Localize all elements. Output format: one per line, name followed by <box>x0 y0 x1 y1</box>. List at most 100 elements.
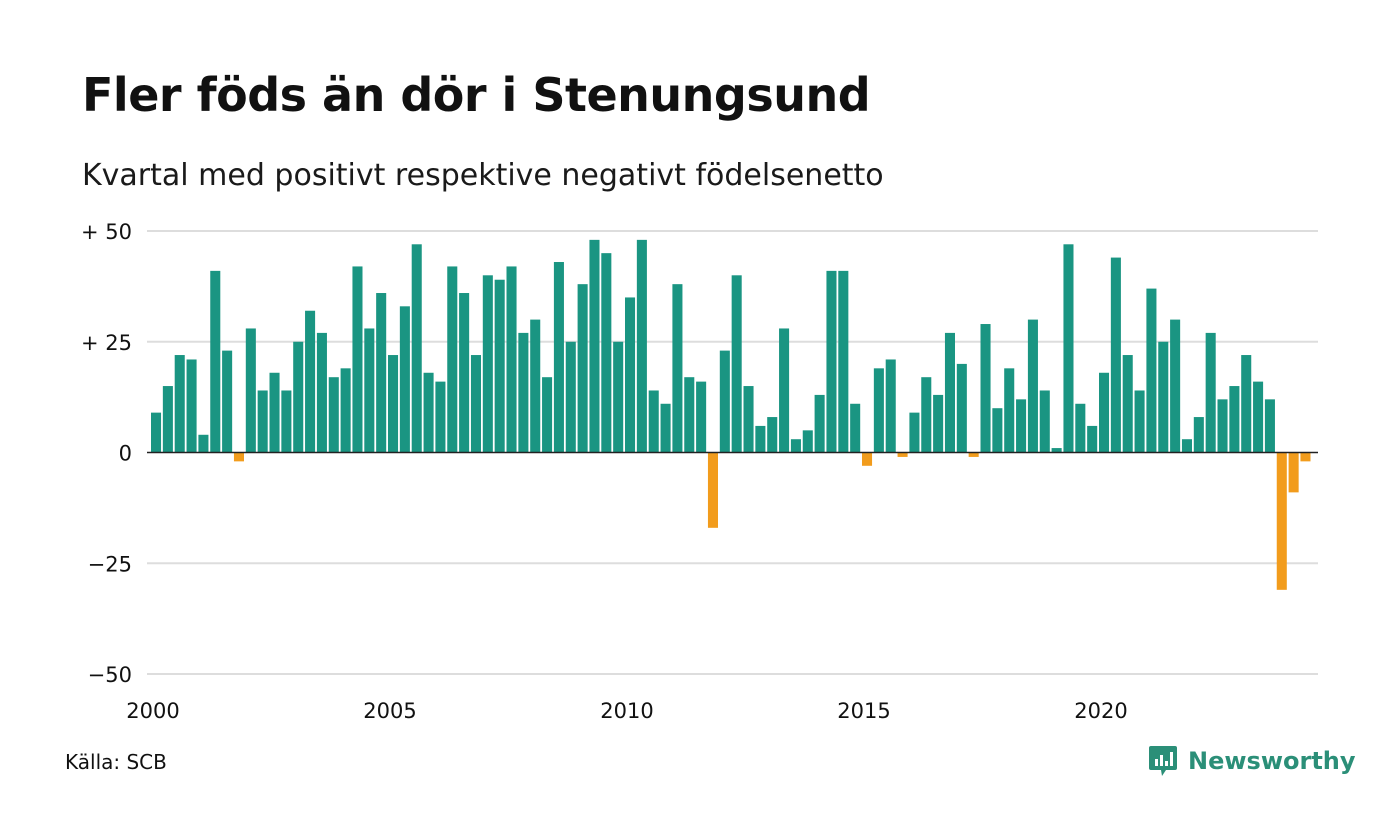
bar <box>245 328 256 453</box>
brand-name: Newsworthy <box>1188 747 1356 775</box>
bar <box>1170 319 1181 453</box>
x-tick-label: 2020 <box>1074 699 1127 723</box>
bar <box>399 306 410 453</box>
bar <box>411 244 422 453</box>
bar <box>305 310 316 453</box>
bar <box>814 394 825 453</box>
bar <box>376 293 387 453</box>
bar <box>482 275 493 453</box>
bar <box>470 355 481 453</box>
bar <box>1134 390 1145 453</box>
bar <box>992 408 1003 453</box>
bar <box>660 403 671 453</box>
bar <box>316 332 327 453</box>
bar <box>1158 341 1169 453</box>
bar <box>151 412 162 453</box>
bar <box>707 452 718 528</box>
bar <box>850 403 861 453</box>
bar <box>636 239 647 453</box>
bar <box>1193 417 1204 453</box>
bar <box>897 452 908 457</box>
bar <box>1016 399 1027 453</box>
bar <box>779 328 790 453</box>
bars <box>151 239 1311 590</box>
y-tick-label: 0 <box>119 442 132 466</box>
bar <box>1146 288 1157 453</box>
bar <box>447 266 458 453</box>
y-tick-label: −50 <box>88 663 132 687</box>
bar <box>684 377 695 453</box>
bar <box>968 452 979 457</box>
bar <box>364 328 375 453</box>
bar <box>542 377 553 453</box>
bar <box>613 341 624 453</box>
x-tick-label: 2005 <box>363 699 416 723</box>
bar <box>1276 452 1287 590</box>
bar <box>328 377 339 453</box>
chart-title: Fler föds än dör i Stenungsund <box>82 68 871 122</box>
bar <box>980 324 991 453</box>
bar <box>388 355 399 453</box>
bar <box>530 319 541 453</box>
bar <box>743 386 754 453</box>
bar <box>625 297 636 453</box>
y-axis-ticks: + 50 + 25 0 −25 −50 <box>81 220 132 687</box>
x-axis-ticks: 2000 2005 2010 2015 2020 <box>126 699 1127 723</box>
bar <box>1110 257 1121 453</box>
bar <box>838 270 849 453</box>
bar <box>174 355 185 453</box>
bar <box>518 332 529 453</box>
bar <box>1099 372 1110 453</box>
bar <box>1004 368 1015 453</box>
bar <box>956 363 967 453</box>
bar <box>340 368 351 453</box>
bar <box>1027 319 1038 453</box>
gridlines <box>147 230 1318 675</box>
bar <box>565 341 576 453</box>
bar <box>1264 399 1275 453</box>
bar <box>459 293 470 453</box>
bar <box>233 452 244 462</box>
bar <box>1051 448 1062 453</box>
bar <box>186 359 197 453</box>
bar <box>601 253 612 453</box>
bar <box>755 425 766 453</box>
bar <box>293 341 304 453</box>
bar <box>1253 381 1264 453</box>
bar <box>826 270 837 453</box>
bar <box>1063 244 1074 453</box>
bar <box>802 430 813 453</box>
bar <box>1300 452 1311 462</box>
y-tick-label: + 50 <box>81 220 132 244</box>
bar <box>1039 390 1050 453</box>
x-tick-label: 2010 <box>600 699 653 723</box>
bar <box>589 239 600 453</box>
bar <box>862 452 873 466</box>
bar <box>1288 452 1299 493</box>
bar <box>719 350 730 453</box>
bar <box>269 372 280 453</box>
bar <box>1087 425 1098 453</box>
bar <box>506 266 517 453</box>
bar <box>921 377 932 453</box>
newsworthy-logo-icon <box>1149 746 1177 776</box>
bar <box>494 279 505 453</box>
brand-logo: Newsworthy <box>1148 744 1356 778</box>
bar <box>909 412 920 453</box>
bar <box>933 394 944 453</box>
bar <box>352 266 363 453</box>
bar <box>1075 403 1086 453</box>
bar <box>553 262 564 453</box>
bar <box>1181 439 1192 453</box>
bar <box>1217 399 1228 453</box>
bar <box>1205 332 1216 453</box>
bar <box>198 434 209 453</box>
x-tick-label: 2000 <box>126 699 179 723</box>
bar <box>222 350 233 453</box>
bar <box>767 417 778 453</box>
bar <box>435 381 446 453</box>
y-tick-label: −25 <box>88 552 132 576</box>
bar <box>790 439 801 453</box>
bar <box>162 386 173 453</box>
bar <box>731 275 742 453</box>
